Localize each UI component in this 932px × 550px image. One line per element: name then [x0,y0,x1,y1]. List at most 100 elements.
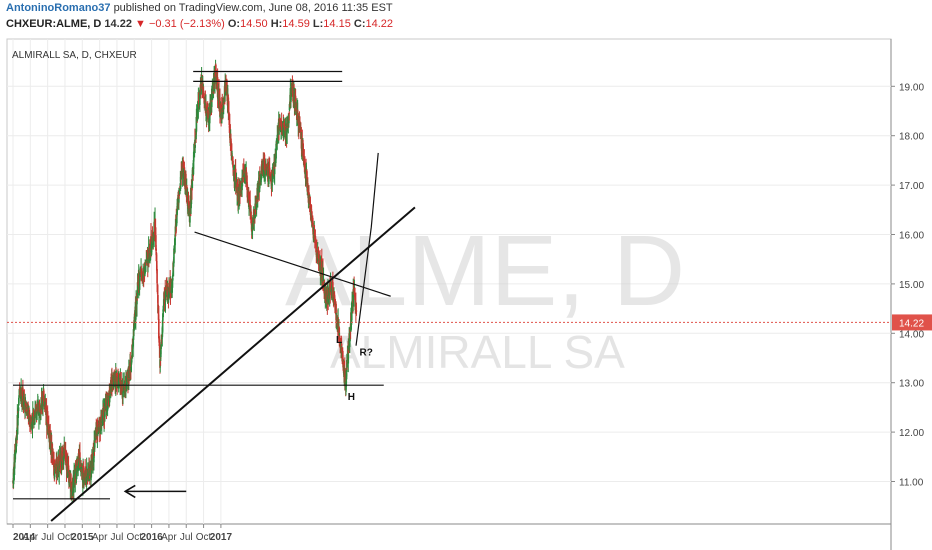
candle-body [350,302,353,321]
candle-body [294,96,297,107]
x-tick-label: Oct [196,532,212,543]
chart-instrument-label: ALMIRALL SA, D, CHXEUR [12,50,137,61]
y-tick-label: 18.00 [899,132,924,143]
candle-body [339,335,341,342]
candle-body [80,463,82,467]
candle-body [314,238,317,246]
candle-body [30,424,33,429]
candle-body [229,127,231,138]
y-tick-label: 17.00 [899,181,924,192]
x-tick-label: Jul [180,532,193,543]
y-tick-label: 16.00 [899,231,924,242]
candle-body [158,344,161,358]
candle-body [82,466,85,479]
x-tick-label: 2014 [13,532,36,543]
candle-body [160,339,162,350]
candle-body [126,377,128,379]
candle-body [313,228,316,238]
candle-body [115,372,118,382]
candle-body [215,74,217,77]
candle-body [232,168,235,171]
candle-body [132,341,135,347]
candle-body [263,160,266,174]
y-tick-label: 19.00 [899,82,924,93]
close-label: C: [353,18,366,30]
candle-body [15,437,18,447]
candle-body [156,285,159,295]
candle-body [228,117,231,126]
candle-body [219,114,222,119]
candle-body [223,101,226,103]
candle-body [156,269,158,284]
candle-body [64,451,67,463]
candle-body [222,102,225,110]
candle-body [162,313,164,321]
candle-body [303,156,306,164]
candle-body [206,109,208,120]
candle-body [157,294,159,313]
candle-body [172,262,175,267]
current-price-badge [892,314,932,331]
y-tick-label: 12.00 [899,428,924,439]
published-text: published on TradingView.com, June 08, 2… [113,2,393,14]
candle-body [140,271,143,273]
candle-body [292,85,294,102]
candle-body [230,145,233,156]
author-link[interactable]: AntoninoRomano37 [6,2,111,14]
candle-body [130,357,133,365]
candle-body [191,174,194,188]
candle-body [149,249,151,262]
candle-body [144,267,146,276]
x-tick-label: Jul [111,532,124,543]
candle-body [135,302,137,313]
candle-body [50,442,53,450]
down-arrow-icon: ▼ [135,18,146,30]
candle-body [286,126,289,128]
candle-body [204,99,207,103]
candle-body [14,453,16,463]
candle-body [194,145,197,148]
high-label: H: [270,18,283,30]
candle-body [335,303,337,321]
candle-body [90,459,93,474]
candle-body [199,90,201,105]
candle-body [279,118,281,130]
x-tick-label: Oct [57,532,73,543]
candle-body [220,104,222,115]
candle-body [183,168,185,179]
open-value: 14.50 [240,18,268,30]
candle-body [122,391,125,393]
candle-body [113,371,116,376]
left-arrow-icon[interactable] [123,484,136,499]
uptrend-line[interactable] [50,206,416,522]
candle-body [182,160,185,172]
candle-body [48,426,50,430]
candle-body [155,248,158,251]
candle-body [337,319,340,323]
candle-body [205,105,208,107]
candle-body [185,179,187,189]
y-tick-label: 13.00 [899,379,924,390]
open-label: O: [227,18,241,30]
candle-body [46,411,49,429]
candle-body [69,471,71,487]
candle-body [157,305,160,320]
projection-path[interactable] [355,152,379,346]
x-tick-label: Apr [161,532,177,543]
watermark-symbol: ALME, D [285,215,685,327]
candle-body [49,430,52,448]
candle-body [215,64,217,77]
candle-body [126,378,128,384]
candle-body [348,339,351,348]
candle-body [234,168,237,189]
candle-body [227,101,230,111]
current-price-label: 14.22 [899,318,924,329]
candle-body [249,204,252,208]
symbol-label: CHXEUR:ALME, D [6,18,102,30]
pattern-label: H [348,392,355,403]
candle-body [191,187,193,191]
neckline[interactable] [194,231,391,297]
candle-body [63,456,65,461]
candle-body [17,407,20,412]
